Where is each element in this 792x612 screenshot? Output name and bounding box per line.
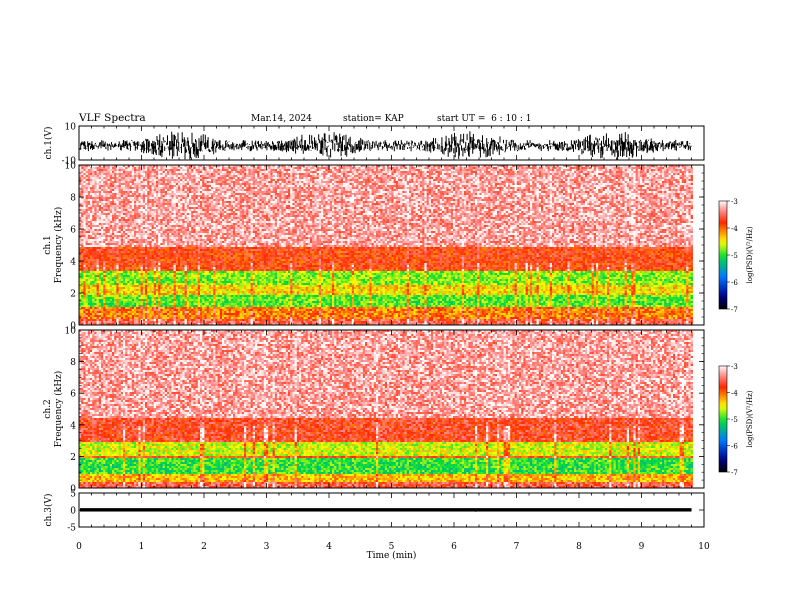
- ch1-ylabel-0: ch.1(V): [43, 127, 54, 160]
- ch2-spec-colorbar-tick-label: -6: [731, 443, 738, 451]
- ch1-spec-colorbar-tick-label: -7: [731, 306, 738, 314]
- x-tick-label: 8: [576, 542, 582, 552]
- ch2-spec-colorbar-label: log(PSD)(V²/Hz): [746, 390, 754, 447]
- ch3-ytick-label: 0: [70, 507, 76, 517]
- ch1-spec-ylabel-1: Frequency (kHz): [53, 207, 64, 284]
- ch1-spec-colorbar-label: log(PSD)(V²/Hz): [746, 226, 754, 283]
- x-tick-label: 9: [639, 542, 645, 552]
- x-tick-label: 7: [514, 542, 520, 552]
- ch2-spec-ytick-label: 8: [70, 358, 76, 368]
- x-tick-label: 0: [76, 542, 82, 552]
- x-tick-label: 4: [326, 542, 332, 552]
- ch2-spec-ytick-label: 10: [65, 327, 77, 337]
- ch3-ytick-label: 5: [70, 490, 76, 500]
- ch1-spec-ylabel-0: ch.1: [43, 235, 53, 254]
- ch1-spec-colorbar: [719, 201, 727, 309]
- ch2-spec-colorbar-tick-label: -4: [731, 390, 738, 398]
- ch3-trace-band: [80, 508, 692, 511]
- ch1-spec-ytick-label: 2: [70, 290, 76, 300]
- ch2-spec-ytick-label: 4: [70, 421, 76, 431]
- ch1-spec-ytick-label: 10: [65, 162, 77, 172]
- ch2-spec-colorbar-tick-label: -3: [731, 363, 738, 371]
- x-tick-label: 10: [698, 542, 710, 552]
- ch2-spec-colorbar: [719, 366, 727, 472]
- ch2-spec-heatmap: [79, 330, 693, 488]
- ch2-spec-colorbar-tick-label: -7: [731, 469, 738, 477]
- x-tick-label: 2: [201, 542, 207, 552]
- ch2-spec-ylabel-1: Frequency (kHz): [53, 371, 64, 448]
- ch1-spec-colorbar-tick-label: -4: [731, 225, 738, 233]
- vlf-figure: 10-10ch.1(V)0246810ch.1 Frequency (kHz)-3…: [0, 0, 792, 612]
- ch1-spec-ytick-label: 8: [70, 194, 76, 204]
- ch1-ytick-label: 10: [65, 123, 77, 133]
- ch1-spec-ytick-label: 4: [70, 258, 76, 268]
- x-axis-label: Time (min): [367, 550, 417, 561]
- ch3-ylabel-0: ch.3(V): [43, 494, 54, 527]
- ch1-spec-colorbar-tick-label: -6: [731, 279, 738, 287]
- ch1-spec-ytick-label: 6: [70, 226, 76, 236]
- ch1-spec-colorbar-tick-label: -3: [731, 198, 738, 206]
- ch2-spec-ylabel-0: ch.2: [43, 399, 53, 418]
- x-tick-label: 1: [139, 542, 145, 552]
- ch2-spec-ytick-label: 6: [70, 390, 76, 400]
- ch1-trace: [80, 131, 691, 159]
- ch1-spec-colorbar-tick-label: -5: [731, 252, 738, 260]
- ch2-spec-colorbar-tick-label: -5: [731, 416, 738, 424]
- ch2-spec-ytick-label: 2: [70, 453, 76, 463]
- x-tick-label: 6: [451, 542, 457, 552]
- ch3-ytick-label: -5: [67, 524, 76, 534]
- ch1-spec-heatmap: [79, 165, 693, 325]
- x-tick-label: 3: [264, 542, 270, 552]
